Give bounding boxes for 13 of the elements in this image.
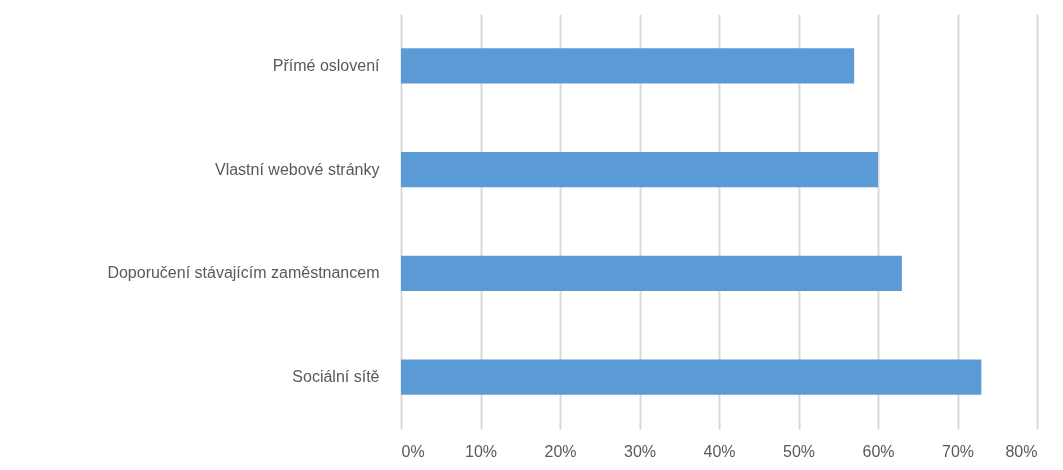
y-tick-label: Sociální sítě xyxy=(292,368,380,386)
y-tick-label: Doporučení stávajícím zaměstnancem xyxy=(107,264,380,282)
x-tick-label: 30% xyxy=(623,442,657,460)
x-tick-label: 60% xyxy=(862,442,895,460)
x-tick-label: 0% xyxy=(401,442,425,460)
x-tick-label: 80% xyxy=(1005,442,1038,460)
x-tick-label: 70% xyxy=(941,442,975,460)
y-tick-label: Vlastní webové stránky xyxy=(214,160,380,178)
x-tick-label: 50% xyxy=(782,442,816,460)
x-tick-label: 20% xyxy=(544,442,577,460)
x-tick-label: 40% xyxy=(703,442,736,460)
y-tick-label: Přímé oslovení xyxy=(272,56,381,74)
x-tick-label: 10% xyxy=(464,442,498,460)
